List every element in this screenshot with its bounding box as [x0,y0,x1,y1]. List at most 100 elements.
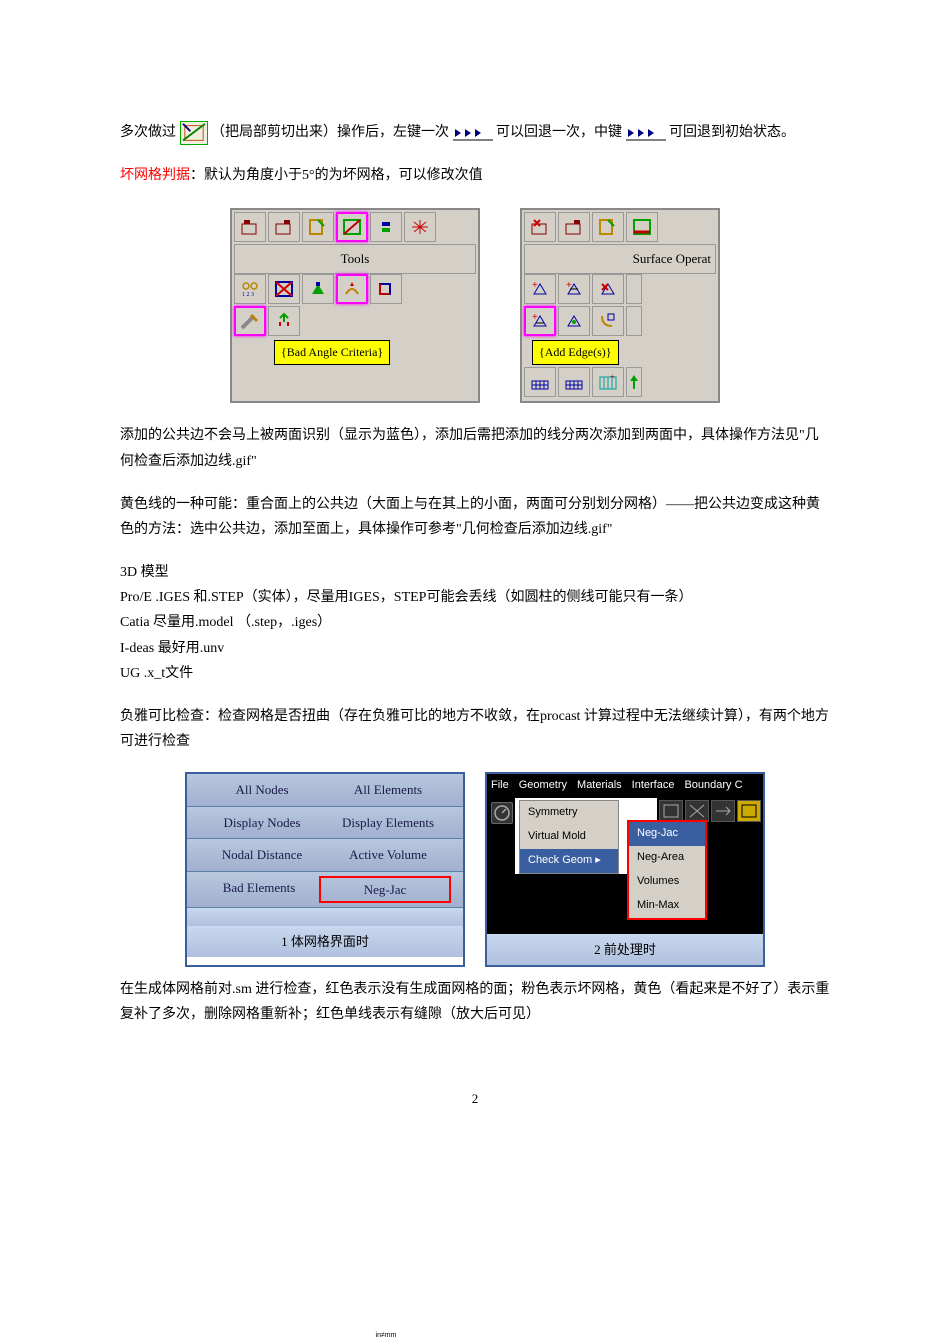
figure-row-2: All Nodes All Elements Display Nodes Dis… [120,772,830,967]
fig-menu-right: File Geometry Materials Interface Bounda… [485,772,765,967]
undo-arrows-icon [453,124,493,142]
app-btn-4[interactable] [737,800,761,822]
menu-file[interactable]: File [491,776,509,796]
fig-surface-panel: Surface Operat + + + {Add Edge(s)} + [520,208,720,403]
menu-interface[interactable]: Interface [632,776,675,796]
menu-display-elements: Display Elements [325,811,451,834]
p5e: UG .x_t文件 [120,661,830,686]
menu-all-nodes: All Nodes [199,778,325,801]
surf-btn-15[interactable]: + [592,367,624,397]
tool-btn-7[interactable]: 1 2 3 [234,274,266,304]
tool-btn-13[interactable] [268,306,300,336]
sub-neg-jac[interactable]: Neg-Jac [629,822,705,846]
sub-volumes[interactable]: Volumes [629,870,705,894]
menu-bad-elements: Bad Elements [199,876,319,903]
app-btn-2[interactable] [685,800,709,822]
check-geom-submenu: Neg-Jac Neg-Area Volumes Min-Max [627,820,707,919]
surf-btn-6[interactable]: + [558,274,590,304]
surf-btn-12[interactable] [626,306,642,336]
app-menubar: File Geometry Materials Interface Bounda… [487,774,763,798]
text-p2-rest: ：默认为角度小于5°的为坏网格，可以修改次值 [190,168,483,183]
sub-neg-area[interactable]: Neg-Area [629,846,705,870]
tool-btn-1[interactable] [234,212,266,242]
menu-row-3[interactable]: Nodal Distance Active Volume [187,839,463,871]
surf-btn-9-highlighted[interactable]: + [524,306,556,336]
menu2-caption: 2 前处理时 [487,934,763,965]
dd-virtual-mold[interactable]: Virtual Mold [520,825,618,849]
paragraph-7: 在生成体网格前对.sm 进行检查，红色表示没有生成面网格的面；粉色表示坏网格，黄… [120,977,830,1027]
svg-text:+: + [532,280,538,291]
menu-boundary[interactable]: Boundary C [684,776,742,796]
menu-row-4[interactable]: Bad Elements Neg-Jac [187,872,463,908]
surf-btn-16[interactable] [626,367,642,397]
undo-arrows-icon-2 [626,124,666,142]
tool-btn-12-highlighted[interactable] [234,306,266,336]
menu-active-volume: Active Volume [325,843,451,866]
bad-angle-tooltip: {Bad Angle Criteria} [274,340,390,366]
surf-btn-4[interactable] [626,212,658,242]
p5b: Pro/E .IGES 和.STEP（实体），尽量用IGES，STEP可能会丢线… [120,585,830,610]
paragraph-2: 坏网格判据：默认为角度小于5°的为坏网格，可以修改次值 [120,163,830,188]
surf-btn-8[interactable] [626,274,642,304]
menu-geometry[interactable]: Geometry [519,776,567,796]
svg-text:+: + [532,312,538,323]
tool-btn-2[interactable] [268,212,300,242]
text-p2-red: 坏网格判据 [120,168,190,183]
tool-btn-11[interactable]: in≠mm [370,274,402,304]
add-edges-tooltip: {Add Edge(s)} [532,340,619,366]
paragraph-3: 添加的公共边不会马上被两面识别（显示为蓝色），添加后需把添加的线分两次添加到两面… [120,423,830,473]
app-btn-3[interactable] [711,800,735,822]
paragraph-1: 多次做过 （把局部剪切出来）操作后，左键一次 可以回退一次，中键 可回退到初始状… [120,120,830,145]
tool-btn-9[interactable] [302,274,334,304]
surf-btn-5[interactable]: + [524,274,556,304]
menu-all-elements: All Elements [325,778,451,801]
dd-check-geom[interactable]: Check Geom ▸ [520,849,618,873]
menu-row-1[interactable]: All Nodes All Elements [187,774,463,806]
tool-btn-5[interactable] [370,212,402,242]
menu-row-2[interactable]: Display Nodes Display Elements [187,807,463,839]
menu-display-nodes: Display Nodes [199,811,325,834]
paragraph-6: 负雅可比检查：检查网格是否扭曲（存在负雅可比的地方不收敛，在procast 计算… [120,704,830,754]
inmm-label: in≠mm [376,1330,397,1343]
menu1-caption: 1 体网格界面时 [187,926,463,957]
tool-btn-10-highlighted[interactable] [336,274,368,304]
tools-label: Tools [234,244,476,273]
menu-neg-jac-highlighted: Neg-Jac [319,876,451,903]
figure-row-1: Tools 1 2 3 in≠mm {Bad Angle Criteria} S… [120,208,830,403]
surface-label: Surface Operat [524,244,716,273]
tool-btn-6[interactable] [404,212,436,242]
p5c: Catia 尽量用.model （.step，.iges） [120,610,830,635]
page-number: 2 [120,1087,830,1110]
text-p1-a: 多次做过 [120,125,176,140]
app-btn-1[interactable] [659,800,683,822]
surf-btn-11[interactable] [592,306,624,336]
svg-text:1 2 3: 1 2 3 [242,292,254,298]
menu-materials[interactable]: Materials [577,776,622,796]
surf-btn-2[interactable] [558,212,590,242]
surf-btn-1[interactable] [524,212,556,242]
text-p1-b: （把局部剪切出来）操作后，左键一次 [211,125,449,140]
surf-btn-10[interactable] [558,306,590,336]
surf-btn-14[interactable] [558,367,590,397]
paragraph-4: 黄色线的一种可能：重合面上的公共边（大面上与在其上的小面，两面可分别划分网格）—… [120,492,830,542]
surf-btn-13[interactable] [524,367,556,397]
p5d: I-deas 最好用.unv [120,636,830,661]
geometry-dropdown: Symmetry Virtual Mold Check Geom ▸ [519,800,619,873]
sub-min-max[interactable]: Min-Max [629,894,705,918]
p5a: 3D 模型 [120,560,830,585]
text-p1-c: 可以回退一次，中键 [496,125,622,140]
tool-btn-4-highlighted[interactable] [336,212,368,242]
clip-tool-icon [180,121,208,145]
dd-symmetry[interactable]: Symmetry [520,801,618,825]
tool-btn-8[interactable] [268,274,300,304]
tool-btn-3[interactable] [302,212,334,242]
svg-text:+: + [610,373,615,381]
fig-tools-panel: Tools 1 2 3 in≠mm {Bad Angle Criteria} [230,208,480,403]
surf-btn-3[interactable] [592,212,624,242]
text-p1-d: 可回退到初始状态。 [669,125,795,140]
app-tool-icon[interactable] [491,802,513,824]
fig-menu-left: All Nodes All Elements Display Nodes Dis… [185,772,465,967]
menu-nodal-distance: Nodal Distance [199,843,325,866]
surf-btn-7[interactable] [592,274,624,304]
section-3d-model: 3D 模型 Pro/E .IGES 和.STEP（实体），尽量用IGES，STE… [120,560,830,686]
